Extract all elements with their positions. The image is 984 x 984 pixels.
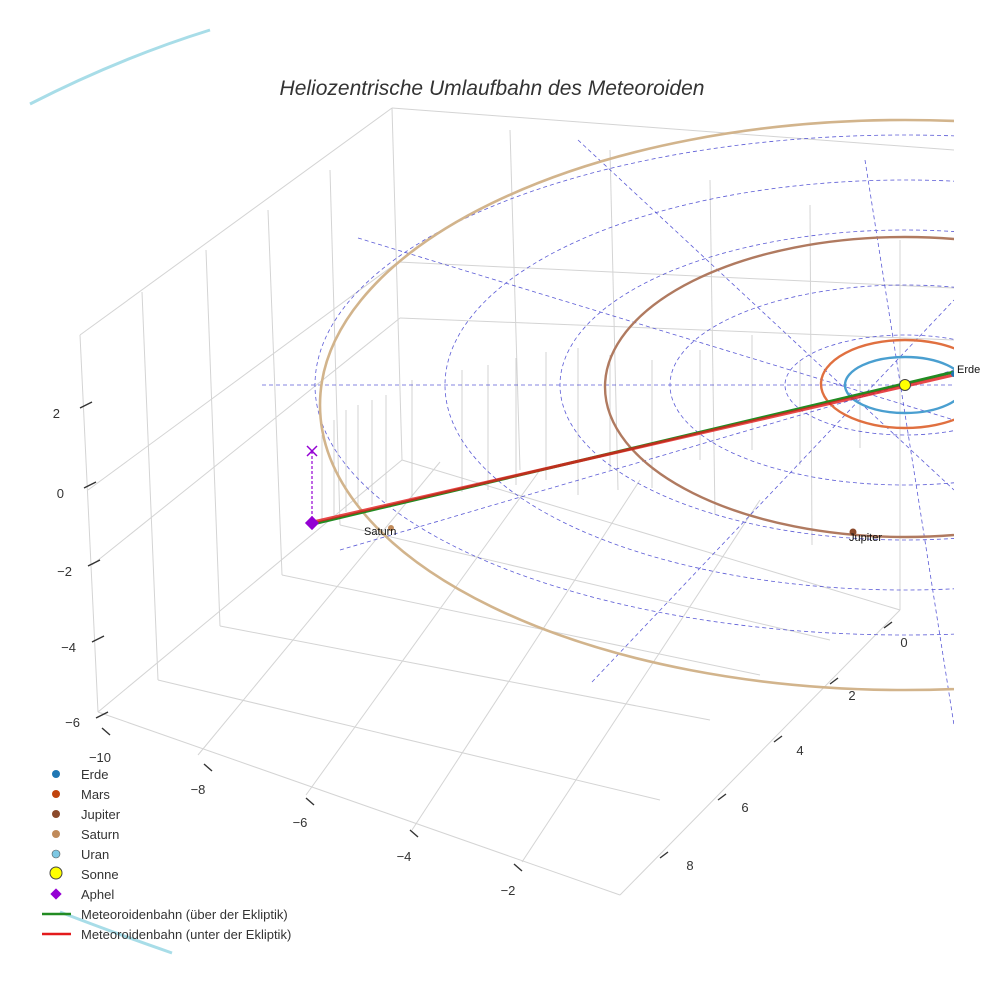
legend-symbol-mars xyxy=(52,790,60,798)
z-tick-label: 0 xyxy=(57,486,64,501)
legend-symbol-saturn xyxy=(52,830,60,838)
x-tick-label: −8 xyxy=(191,782,206,797)
x-tick-label: −4 xyxy=(397,849,412,864)
meteoroid-path-below xyxy=(312,373,954,524)
jupiter-marker xyxy=(849,528,857,536)
legend-item-saturn: Saturn xyxy=(81,827,119,842)
z-tick-label: −2 xyxy=(57,564,72,579)
legend-item-sonne: Sonne xyxy=(81,867,119,882)
y-tick-label: 8 xyxy=(686,858,693,873)
legend: Erde Mars Jupiter Saturn Uran Sonne Aphe… xyxy=(42,767,291,942)
projection-lines xyxy=(321,335,861,520)
sun-marker xyxy=(899,379,911,391)
x-tick-label: −10 xyxy=(89,750,111,765)
uranus-orbit-bottom xyxy=(59,910,173,955)
saturn-marker xyxy=(388,525,394,531)
y-axis: 0 2 4 6 8 xyxy=(659,621,908,873)
x-tick-label: −2 xyxy=(501,883,516,898)
z-tick-label: −6 xyxy=(65,715,80,730)
x-axis: −10 −8 −6 −4 −2 xyxy=(89,727,523,898)
y-tick-label: 4 xyxy=(796,743,803,758)
legend-item-path-below: Meteoroidenbahn (unter der Ekliptik) xyxy=(81,927,291,942)
legend-item-mars: Mars xyxy=(81,787,110,802)
z-tick-label: −4 xyxy=(61,640,76,655)
legend-symbol-jupiter xyxy=(52,810,60,818)
z-axis: 2 0 −2 −4 −6 xyxy=(53,401,109,730)
chart-title: Heliozentrische Umlaufbahn des Meteoroid… xyxy=(280,77,705,100)
label-jupiter: Jupiter xyxy=(849,532,882,544)
earth-orbit xyxy=(843,355,954,415)
legend-item-erde: Erde xyxy=(81,767,108,782)
jupiter-orbit xyxy=(603,235,954,539)
mars-orbit xyxy=(819,338,954,430)
reference-rings xyxy=(262,134,954,726)
aphel-x-marker xyxy=(306,445,318,457)
x-tick-label: −6 xyxy=(293,815,308,830)
legend-item-aphel: Aphel xyxy=(81,887,114,902)
saturn-orbit xyxy=(318,118,954,692)
legend-item-jupiter: Jupiter xyxy=(81,807,121,822)
scene-grid xyxy=(79,107,955,896)
label-saturn: Saturn xyxy=(364,526,396,538)
label-erde: Erde xyxy=(957,364,980,376)
uranus-orbit-top xyxy=(29,28,211,106)
z-tick-label: 2 xyxy=(53,406,60,421)
legend-item-uran: Uran xyxy=(81,847,109,862)
y-tick-label: 6 xyxy=(741,800,748,815)
legend-symbol-aphel xyxy=(50,888,62,900)
legend-symbol-sonne xyxy=(49,866,63,880)
earth-marker xyxy=(951,371,954,377)
legend-symbol-erde xyxy=(52,770,60,778)
y-tick-label: 2 xyxy=(848,688,855,703)
y-tick-label: 0 xyxy=(900,635,907,650)
aphel-marker xyxy=(304,515,320,531)
legend-item-path-above: Meteoroidenbahn (über der Ekliptik) xyxy=(81,907,288,922)
legend-symbol-uran xyxy=(51,849,61,859)
